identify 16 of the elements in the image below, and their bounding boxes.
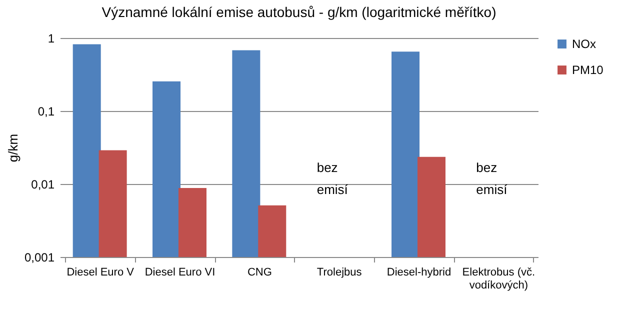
legend-label: NOx bbox=[572, 37, 596, 51]
x-tick-label: Diesel-hybrid bbox=[386, 266, 452, 278]
y-tick-label: 0,01 bbox=[31, 178, 55, 192]
chart-title: Významné lokální emise autobusů - g/km (logaritmické měřítko) bbox=[102, 4, 496, 20]
y-axis-title: g/km bbox=[5, 134, 20, 162]
annotation: bez emisí bbox=[316, 160, 348, 197]
x-tick-label: Diesel Euro VI bbox=[144, 266, 216, 278]
y-tick-label: 0,1 bbox=[38, 104, 55, 118]
x-tick-label: CNG bbox=[247, 266, 272, 278]
annotation: bez emisí bbox=[476, 160, 508, 197]
y-tick-label: 0,001 bbox=[24, 250, 55, 264]
y-tick-label: 1 bbox=[48, 32, 55, 46]
x-tick-label: Trolejbus bbox=[316, 266, 362, 278]
legend-label: PM10 bbox=[572, 63, 604, 77]
x-tick-label: Elektrobus (vč. vodíkových) bbox=[462, 266, 536, 292]
x-tick-label: Diesel Euro V bbox=[66, 266, 135, 278]
